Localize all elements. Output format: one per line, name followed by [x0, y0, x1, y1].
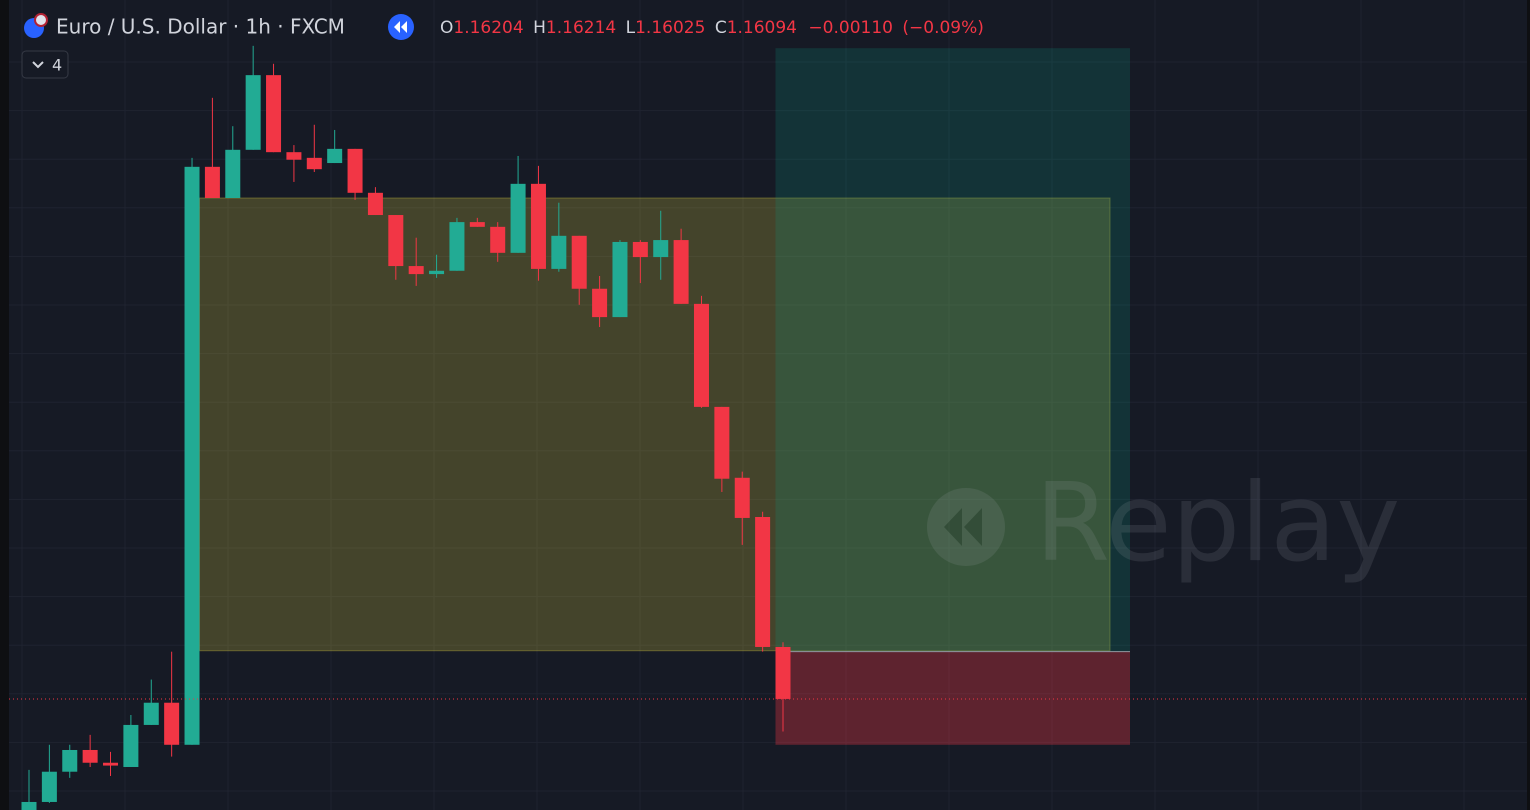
candle-body: [103, 762, 119, 766]
low-value: 1.16025: [635, 18, 705, 38]
close-label: C: [715, 18, 727, 38]
replay-icon-arrows: [944, 508, 982, 546]
chevron: [32, 61, 44, 69]
candle-body: [734, 477, 750, 518]
candle-body: [612, 241, 628, 318]
candle-body: [41, 771, 57, 802]
candle-body: [225, 149, 241, 199]
watermark-text: Replay: [1035, 461, 1400, 586]
candle-body: [755, 517, 771, 647]
candle-body: [653, 240, 669, 258]
candle-body: [21, 801, 37, 810]
candle-body: [693, 303, 709, 407]
candle-body: [714, 406, 730, 479]
indicators-toggle[interactable]: [21, 50, 69, 79]
position-target-zone: [775, 48, 1130, 652]
candle-body: [571, 235, 587, 289]
symbol-flag: [34, 13, 48, 27]
candle-body: [123, 724, 139, 767]
candle-body: [388, 215, 404, 267]
candle-body: [184, 166, 200, 745]
candle-body: [632, 241, 648, 258]
candles: [9, 45, 1527, 810]
drawings: [199, 48, 1130, 745]
candle-body: [490, 226, 506, 253]
candle-body: [245, 75, 261, 150]
candle-body: [551, 235, 567, 269]
replay-icon: [927, 488, 1005, 566]
low-label: L: [626, 18, 636, 38]
position-stop-zone: [775, 651, 1130, 745]
candle-body: [367, 192, 383, 216]
candle-body: [82, 749, 98, 763]
open-label: O: [440, 18, 453, 38]
ohlc-legend: O1.16204 H1.16214 L1.16025 C1.16094 −0.0…: [440, 18, 984, 38]
open-value: 1.16204: [453, 18, 523, 38]
plot-area: [9, 0, 1527, 810]
header: Euro / U.S. Dollar · 1h · FXCM O1.16204 …: [21, 13, 984, 79]
candle-body: [592, 288, 608, 318]
watermark: Replay: [927, 461, 1400, 586]
candle-body: [530, 183, 546, 269]
high-label: H: [533, 18, 546, 38]
candle-body: [62, 749, 78, 772]
indicator-count: 4: [52, 56, 62, 75]
candle-body: [347, 148, 363, 193]
candle-body: [266, 75, 282, 153]
candle-body: [286, 152, 302, 160]
candle-body: [469, 222, 485, 227]
candle-body: [164, 702, 180, 745]
candle-body: [429, 270, 445, 275]
high-value: 1.16214: [546, 18, 616, 38]
candle-body: [408, 266, 424, 275]
candle-body: [306, 157, 322, 170]
symbol-title: Euro / U.S. Dollar · 1h · FXCM: [56, 15, 345, 39]
candle-body: [143, 702, 159, 725]
candle-body: [204, 166, 220, 199]
candle-body: [673, 240, 689, 304]
replay-button-icon: [394, 21, 407, 33]
grid: [9, 0, 1527, 810]
candle-body: [775, 646, 791, 699]
change-percent: (−0.09%): [902, 18, 984, 38]
candle-body: [327, 148, 343, 164]
candle-body: [449, 222, 465, 271]
rectangle-drawing: [199, 197, 1111, 652]
candle-body: [510, 183, 526, 253]
change: −0.00110: [808, 18, 893, 38]
close-value: 1.16094: [727, 18, 797, 38]
